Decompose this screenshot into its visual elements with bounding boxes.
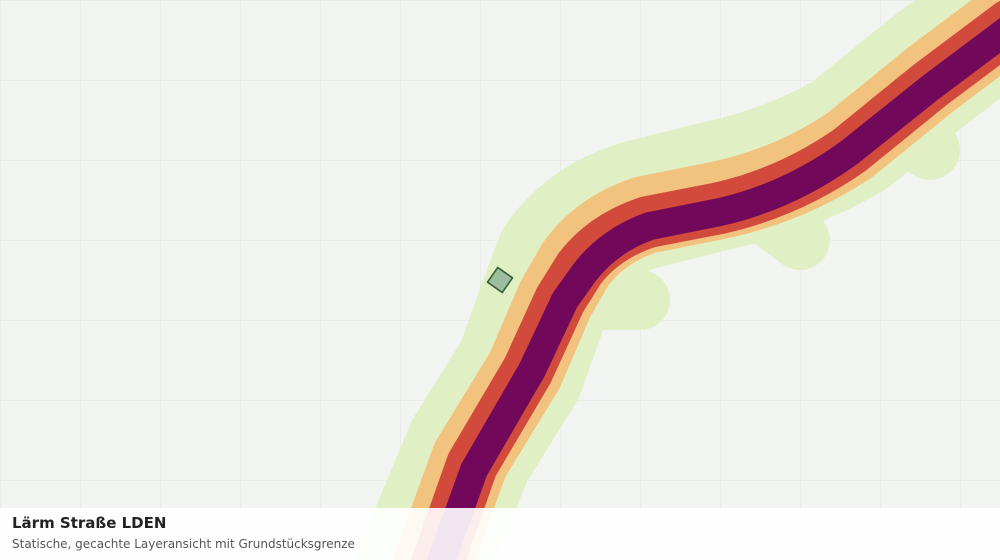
- map-subtitle: Statische, gecachte Layeransicht mit Gru…: [12, 537, 355, 551]
- noise-bands: [356, 0, 1000, 560]
- parcel[interactable]: [486, 266, 514, 294]
- map-title: Lärm Straße LDEN: [12, 514, 167, 532]
- band-very-high: [426, 18, 1000, 560]
- info-panel: Lärm Straße LDEN Statische, gecachte Lay…: [0, 508, 1000, 560]
